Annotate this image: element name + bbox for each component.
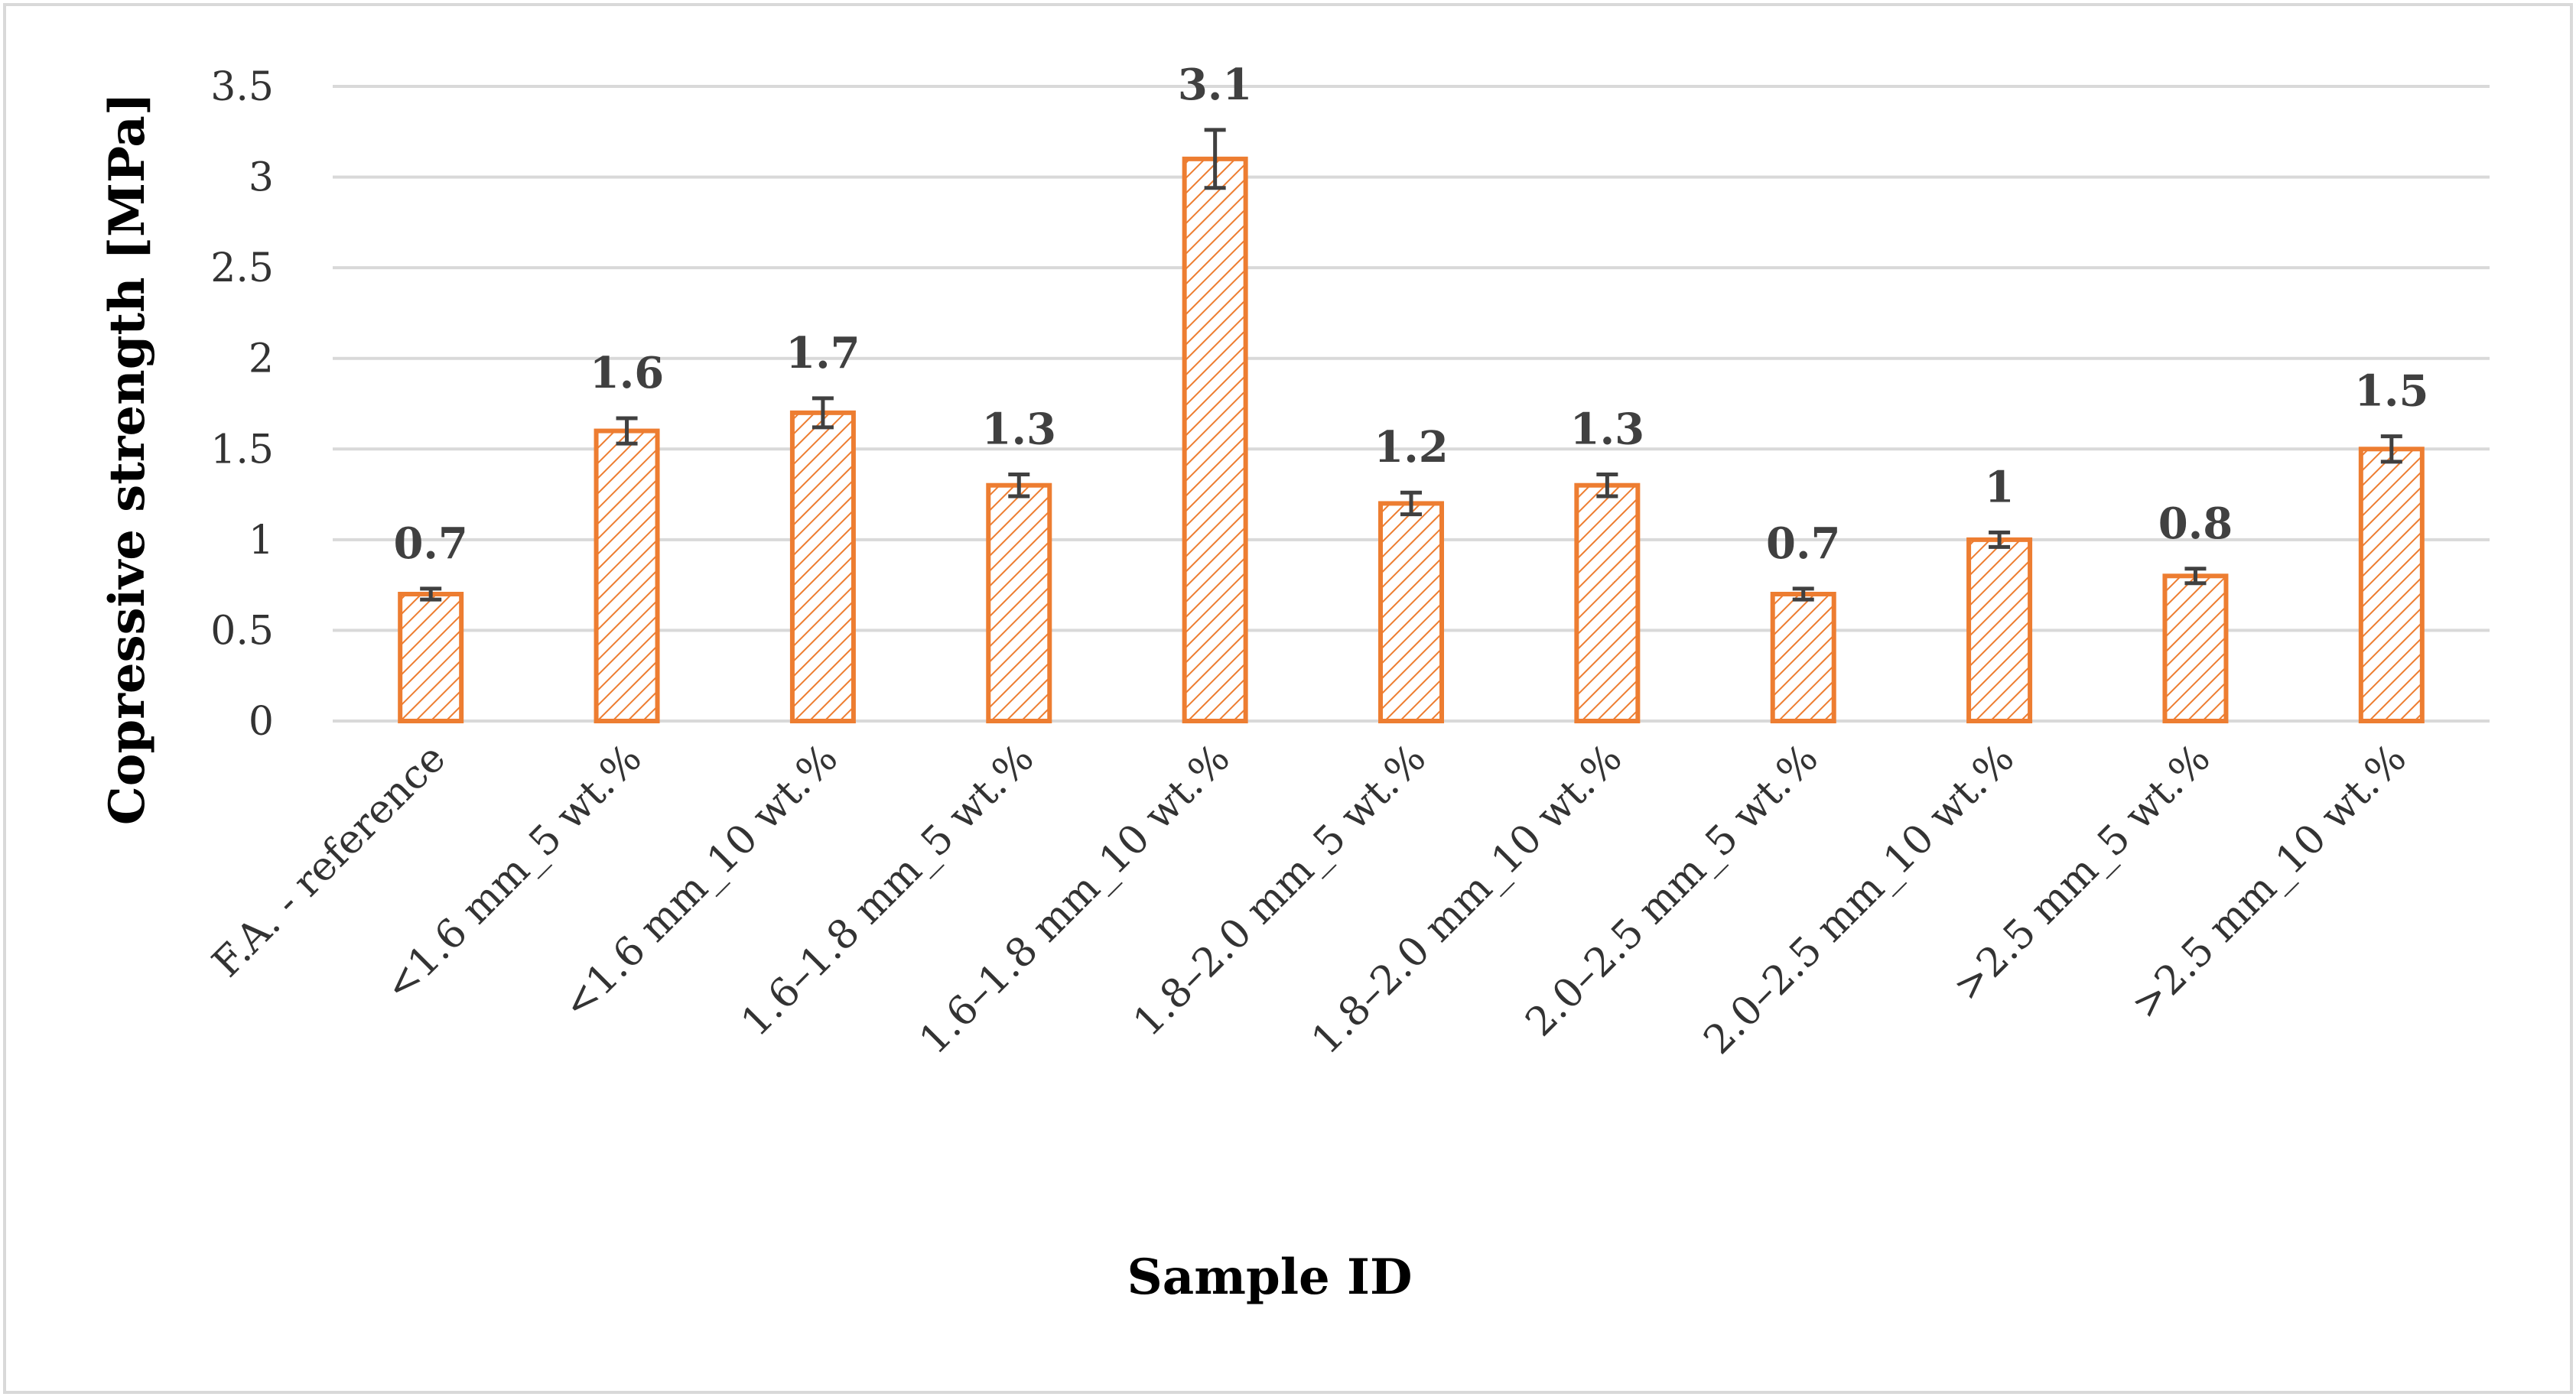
bar-group-9: 0.8 (2158, 499, 2233, 723)
bar-1 (594, 428, 660, 723)
bar-group-1: 1.6 (590, 348, 664, 723)
y-tick-label-7: 3.5 (210, 64, 274, 110)
bar-6 (1574, 482, 1641, 723)
y-tick-label-6: 3 (249, 155, 274, 201)
bar-group-3: 1.3 (982, 404, 1056, 723)
bar-4 (1182, 156, 1248, 724)
data-label-8: 1 (1985, 462, 2015, 512)
data-label-9: 0.8 (2158, 499, 2233, 549)
y-tick-label-0: 0 (249, 699, 274, 745)
y-tick-label-1: 0.5 (210, 608, 274, 654)
bar-8 (1966, 537, 2033, 723)
bar-9 (2162, 573, 2229, 723)
y-axis-ticks: 0 0.5 1 1.5 2 2.5 3 3.5 (210, 64, 274, 745)
bar-group-2: 1.7 (785, 328, 860, 723)
data-label-2: 1.7 (785, 328, 860, 378)
bar-group-7: 0.7 (1766, 518, 1840, 723)
bar-group-8: 1 (1966, 462, 2033, 723)
bar-group-5: 1.2 (1374, 422, 1449, 724)
data-label-0: 0.7 (393, 518, 467, 569)
bar-2 (789, 410, 856, 723)
bar-5 (1378, 501, 1444, 724)
y-axis-title: Copressive strength [MPa] (99, 93, 156, 825)
bar-7 (1770, 592, 1836, 723)
gridlines (333, 85, 2490, 723)
bar-group-4: 3.1 (1178, 60, 1252, 724)
y-tick-label-5: 2.5 (210, 245, 274, 291)
data-label-1: 1.6 (590, 348, 664, 398)
bar-group-6: 1.3 (1570, 404, 1644, 723)
data-label-5: 1.2 (1374, 422, 1448, 473)
y-tick-label-4: 2 (249, 336, 274, 382)
bar-group-10: 1.5 (2354, 366, 2429, 723)
y-tick-label-2: 1 (249, 518, 274, 564)
data-label-6: 1.3 (1570, 404, 1644, 454)
x-axis-title: Sample ID (1127, 1249, 1413, 1306)
bars: 0.7 1.6 1.7 1.3 3.1 1.2 1.3 0.7 1 0.8 1.5 (393, 60, 2429, 724)
data-label-7: 0.7 (1766, 518, 1840, 569)
bar-10 (2358, 447, 2425, 723)
data-label-4: 3.1 (1178, 60, 1252, 110)
bar-3 (986, 482, 1052, 723)
data-label-10: 1.5 (2354, 366, 2428, 417)
bar-0 (398, 592, 464, 723)
bar-group-0: 0.7 (393, 518, 468, 723)
data-label-3: 1.3 (982, 404, 1056, 454)
y-tick-label-3: 1.5 (210, 427, 274, 473)
